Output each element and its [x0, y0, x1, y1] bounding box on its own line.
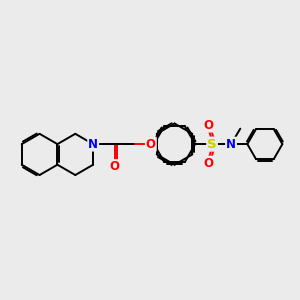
- Text: O: O: [203, 118, 214, 132]
- Text: S: S: [207, 138, 217, 151]
- Text: N: N: [226, 138, 236, 151]
- Text: O: O: [110, 160, 120, 173]
- Text: O: O: [203, 157, 214, 169]
- Text: N: N: [88, 138, 98, 151]
- Text: O: O: [146, 138, 156, 151]
